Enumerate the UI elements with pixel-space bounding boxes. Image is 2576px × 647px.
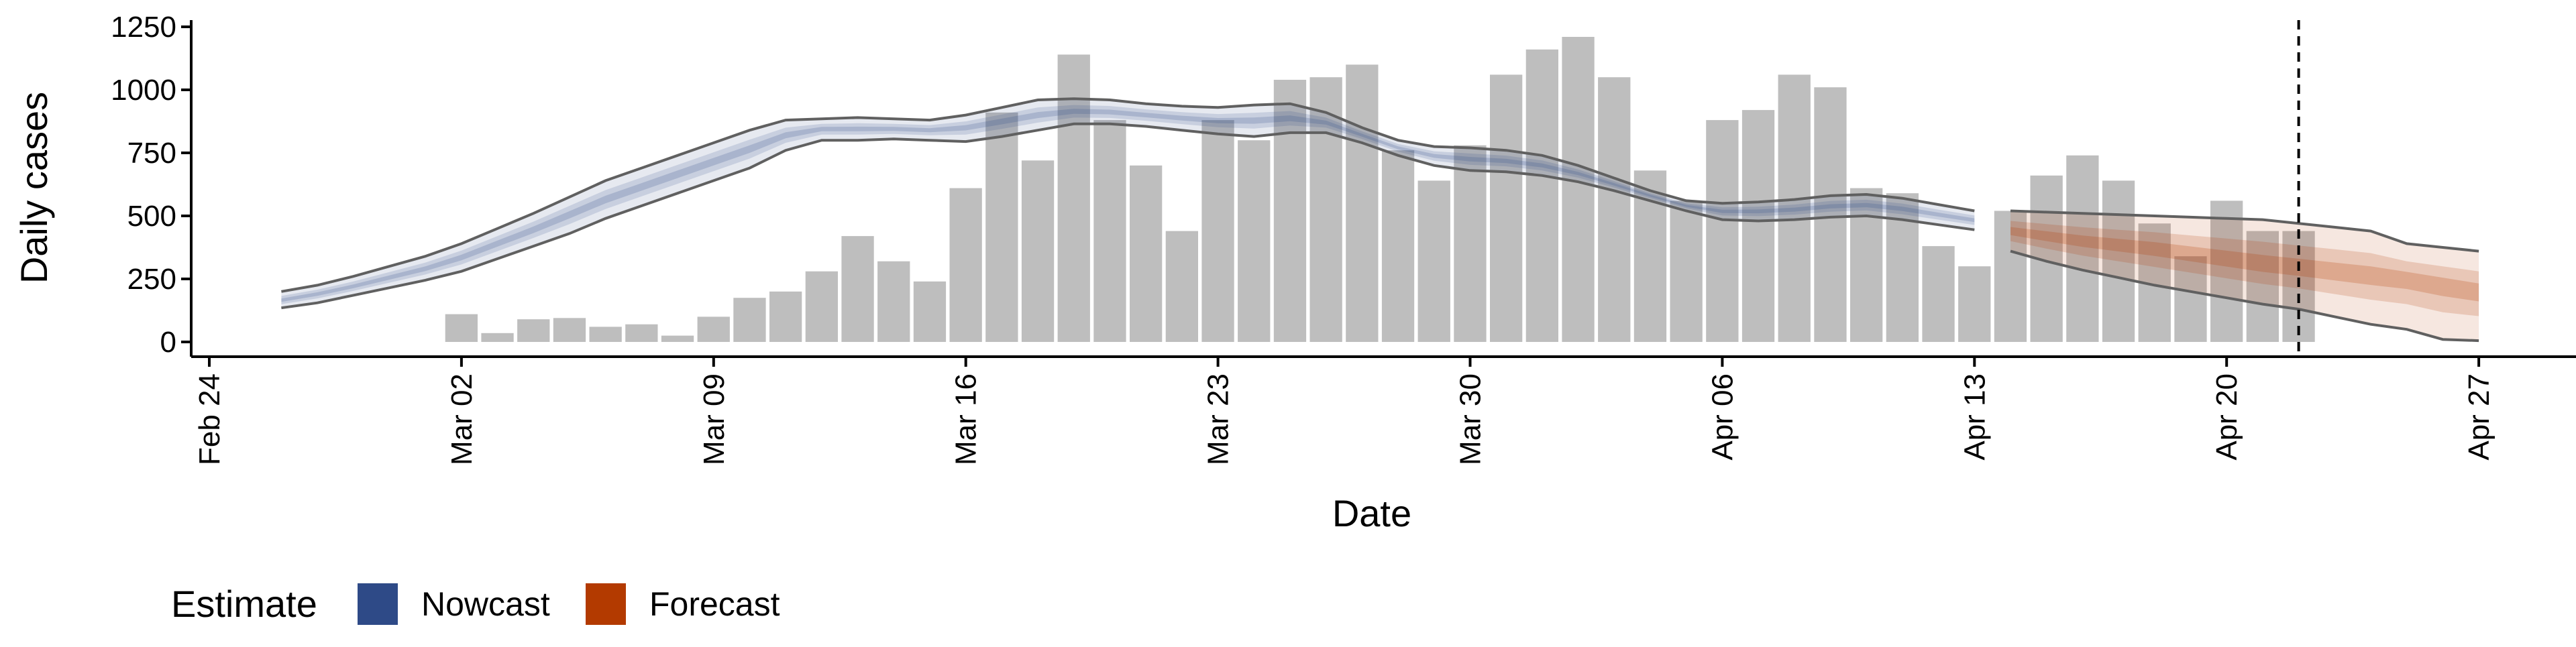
bar-2020-03-13: [841, 236, 874, 342]
bar-2020-03-19: [1057, 54, 1090, 343]
bar-2020-04-21: [2246, 231, 2279, 342]
y-tick-label-1250: 1250: [111, 11, 176, 44]
bar-2020-03-11: [769, 291, 802, 342]
y-tick-label-750: 750: [127, 137, 176, 170]
x-tick-label-2020-03-02: Mar 02: [445, 373, 478, 465]
y-axis-title: Daily cases: [13, 92, 55, 284]
bar-2020-03-20: [1093, 120, 1126, 342]
forecast-band-90: [2010, 211, 2479, 341]
bar-2020-03-16: [949, 188, 982, 342]
bar-2020-03-03: [481, 333, 514, 342]
bar-2020-03-17: [985, 112, 1018, 343]
x-tick-label-2020-03-09: Mar 09: [698, 373, 731, 465]
legend-title: Estimate: [171, 583, 317, 625]
y-tick-label-250: 250: [127, 263, 176, 296]
bar-2020-03-04: [517, 319, 550, 342]
forecast-upper-line: [2010, 209, 2479, 253]
x-tick-label-2020-02-24: Feb 24: [193, 373, 226, 465]
lines-layer: [281, 20, 2479, 357]
bar-2020-04-09: [1814, 87, 1847, 342]
bar-2020-03-07: [625, 324, 658, 342]
nowcast-band-90: [281, 99, 1975, 308]
bar-2020-04-17: [2102, 180, 2135, 342]
bar-2020-04-13: [1958, 266, 1991, 342]
x-tick-label-2020-03-23: Mar 23: [1202, 373, 1235, 465]
bar-2020-03-10: [733, 298, 766, 342]
bars-layer: [445, 37, 2315, 343]
x-tick-label-2020-03-16: Mar 16: [950, 373, 983, 465]
bar-2020-04-20: [2210, 200, 2243, 342]
forecast-band-50: [2010, 221, 2479, 316]
legend-key-nowcast: [358, 583, 398, 625]
x-tick-label-2020-03-30: Mar 30: [1454, 373, 1487, 465]
bar-2020-04-12: [1922, 246, 1955, 342]
bar-2020-03-30: [1454, 145, 1487, 342]
legend: Estimate Nowcast Forecast: [171, 583, 780, 625]
bar-2020-03-15: [913, 281, 947, 342]
axes-layer: 0 250 500 750 1000 1250 Feb 24 Mar 02 Mar 09 Mar …: [111, 11, 2576, 465]
y-tick-label-1000: 1000: [111, 74, 176, 107]
forecast-lower-line: [2010, 249, 2479, 343]
bar-2020-03-24: [1238, 140, 1271, 342]
y-tick-label-500: 500: [127, 200, 176, 233]
nowcast-upper-line: [281, 97, 1975, 293]
x-tick-label-2020-04-20: Apr 20: [2210, 373, 2243, 461]
bar-2020-03-21: [1130, 165, 1163, 343]
nowcast-lower-line: [281, 122, 1975, 310]
bar-2020-03-02: [445, 314, 478, 342]
legend-label-forecast: Forecast: [649, 585, 780, 623]
bar-2020-04-16: [2066, 155, 2099, 343]
bar-2020-03-28: [1381, 150, 1415, 342]
x-tick-label-2020-04-13: Apr 13: [1958, 373, 1991, 461]
bar-2020-03-22: [1165, 231, 1198, 342]
bar-2020-04-10: [1850, 188, 1883, 342]
bar-2020-04-19: [2174, 256, 2207, 342]
bar-2020-04-06: [1706, 120, 1739, 342]
bar-2020-03-06: [589, 327, 622, 342]
x-axis-title: Date: [1332, 492, 1411, 534]
bar-2020-03-29: [1417, 180, 1450, 342]
bar-2020-03-26: [1309, 77, 1342, 342]
y-tick-label-0: 0: [160, 326, 176, 359]
x-tick-label-2020-04-27: Apr 27: [2463, 373, 2496, 461]
bar-2020-04-03: [1598, 77, 1631, 342]
bar-2020-04-01: [1525, 49, 1558, 343]
bar-2020-04-08: [1778, 74, 1811, 343]
bar-2020-04-02: [1562, 37, 1595, 342]
bar-2020-03-31: [1490, 74, 1523, 343]
bar-2020-03-27: [1346, 64, 1379, 343]
bar-2020-03-14: [877, 261, 910, 342]
bar-2020-03-23: [1201, 120, 1234, 342]
bar-2020-03-25: [1273, 80, 1307, 342]
bands-layer: [281, 99, 2479, 341]
legend-key-forecast: [586, 583, 626, 625]
legend-label-nowcast: Nowcast: [421, 585, 550, 623]
bar-2020-04-07: [1741, 110, 1775, 342]
forecast-band-20: [2010, 227, 2479, 302]
bar-2020-03-18: [1021, 160, 1055, 343]
bar-2020-04-05: [1670, 200, 1703, 342]
bar-2020-03-05: [553, 318, 586, 342]
x-tick-label-2020-04-06: Apr 06: [1706, 373, 1739, 461]
bar-2020-04-14: [1994, 211, 2027, 342]
bar-2020-03-12: [805, 271, 838, 342]
bar-2020-03-09: [697, 316, 730, 342]
bar-2020-03-08: [661, 335, 694, 342]
